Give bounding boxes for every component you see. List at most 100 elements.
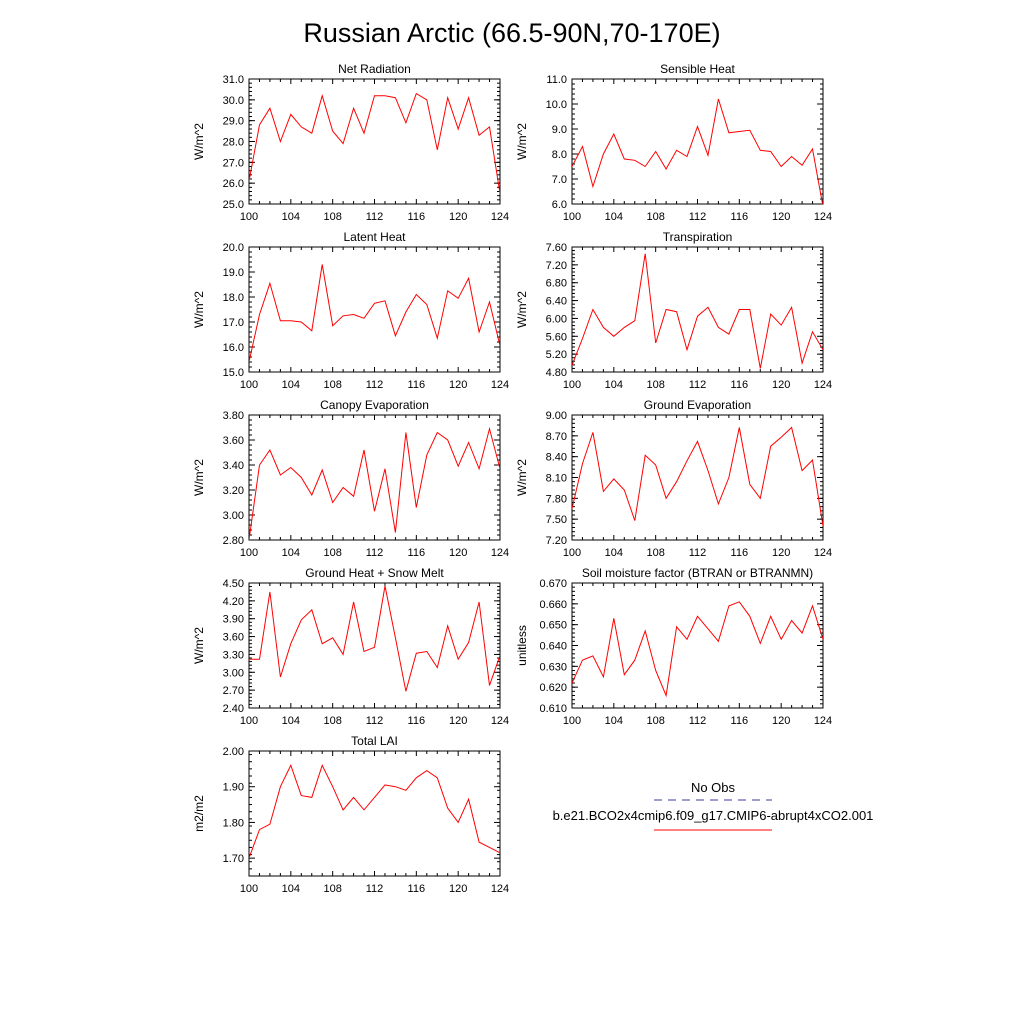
x-tick-label: 100 bbox=[563, 715, 581, 727]
x-tick-label: 124 bbox=[491, 211, 509, 223]
legend-obs-label: No Obs bbox=[691, 780, 736, 795]
chart-panel-5: Canopy Evaporation W/m^2 100 104 108 112 116 12… bbox=[192, 398, 509, 559]
x-tick-label: 112 bbox=[366, 547, 384, 559]
x-tick-label: 116 bbox=[731, 715, 749, 727]
x-tick-label: 100 bbox=[240, 547, 258, 559]
plot-frame bbox=[571, 582, 824, 709]
y-tick-label: 1.90 bbox=[223, 782, 244, 794]
y-tick-label: 26.0 bbox=[223, 178, 244, 190]
x-tick-label: 104 bbox=[605, 547, 623, 559]
y-tick-label: 17.0 bbox=[223, 317, 244, 329]
series-line bbox=[572, 98, 823, 204]
y-tick-label: 7.60 bbox=[546, 242, 567, 254]
y-tick-label: 4.20 bbox=[223, 596, 244, 608]
y-tick-label: 19.0 bbox=[223, 267, 244, 279]
series-line bbox=[572, 253, 823, 369]
y-tick-label: 5.20 bbox=[546, 349, 567, 361]
y-tick-label: 3.00 bbox=[223, 510, 244, 522]
x-tick-label: 120 bbox=[772, 715, 790, 727]
x-tick-label: 116 bbox=[408, 379, 426, 391]
y-axis-label: W/m^2 bbox=[515, 459, 529, 496]
panel-title: Canopy Evaporation bbox=[320, 398, 429, 412]
panels: Net Radiation W/m^2 100 104 108 112 116 120 124 2… bbox=[192, 62, 832, 895]
x-tick-label: 100 bbox=[240, 715, 258, 727]
panel-title: Ground Evaporation bbox=[644, 398, 751, 412]
x-tick-label: 112 bbox=[689, 379, 707, 391]
y-tick-label: 3.20 bbox=[223, 485, 244, 497]
series-line bbox=[572, 426, 823, 527]
panel-title: Net Radiation bbox=[338, 62, 411, 76]
y-tick-label: 7.20 bbox=[546, 535, 567, 547]
y-tick-label: 6.80 bbox=[546, 278, 567, 290]
chart-panel-4: Transpiration W/m^2 100 104 108 112 116 120 124 4… bbox=[515, 230, 832, 391]
y-axis-label: unitless bbox=[515, 625, 529, 666]
panel-title: Sensible Heat bbox=[660, 62, 735, 76]
y-tick-label: 8.0 bbox=[552, 149, 567, 161]
plot-frame bbox=[248, 78, 501, 205]
series-line bbox=[249, 92, 500, 194]
y-tick-label: 31.0 bbox=[223, 74, 244, 86]
y-tick-label: 0.650 bbox=[539, 620, 567, 632]
x-tick-label: 100 bbox=[563, 547, 581, 559]
x-tick-label: 120 bbox=[449, 379, 467, 391]
y-tick-label: 4.80 bbox=[546, 367, 567, 379]
series-line bbox=[249, 426, 500, 540]
y-tick-label: 7.50 bbox=[546, 514, 567, 526]
y-tick-label: 6.00 bbox=[546, 313, 567, 325]
chart-panel-6: Ground Evaporation W/m^2 100 104 108 112 116 12… bbox=[515, 398, 832, 559]
y-tick-label: 25.0 bbox=[223, 199, 244, 211]
x-tick-label: 108 bbox=[323, 547, 341, 559]
x-tick-label: 116 bbox=[408, 715, 426, 727]
x-tick-label: 124 bbox=[814, 211, 832, 223]
y-tick-label: 18.0 bbox=[223, 292, 244, 304]
y-tick-label: 28.0 bbox=[223, 137, 244, 149]
y-tick-label: 1.80 bbox=[223, 817, 244, 829]
x-tick-label: 116 bbox=[408, 883, 426, 895]
panel-title: Transpiration bbox=[663, 230, 733, 244]
x-tick-label: 120 bbox=[772, 547, 790, 559]
plot-frame bbox=[248, 414, 501, 541]
y-axis-label: W/m^2 bbox=[515, 123, 529, 160]
series-line bbox=[249, 264, 500, 363]
x-tick-label: 104 bbox=[282, 883, 300, 895]
legend: No Obs b.e21.BCO2x4cmip6.f09_g17.CMIP6-a… bbox=[553, 780, 873, 831]
y-tick-label: 0.630 bbox=[539, 661, 567, 673]
x-tick-label: 116 bbox=[731, 547, 749, 559]
plot-frame bbox=[571, 246, 824, 373]
y-tick-label: 16.0 bbox=[223, 342, 244, 354]
y-tick-label: 4.50 bbox=[223, 578, 244, 590]
y-axis-label: m2/m2 bbox=[192, 795, 206, 832]
x-tick-label: 112 bbox=[689, 211, 707, 223]
series-line bbox=[249, 763, 500, 859]
y-tick-label: 0.610 bbox=[539, 703, 567, 715]
figure-title: Russian Arctic (66.5-90N,70-170E) bbox=[303, 18, 720, 48]
y-tick-label: 0.620 bbox=[539, 682, 567, 694]
x-tick-label: 124 bbox=[814, 715, 832, 727]
y-tick-label: 2.70 bbox=[223, 685, 244, 697]
x-tick-label: 112 bbox=[689, 547, 707, 559]
x-tick-label: 104 bbox=[282, 211, 300, 223]
y-tick-label: 5.60 bbox=[546, 331, 567, 343]
y-tick-label: 6.40 bbox=[546, 296, 567, 308]
y-tick-label: 27.0 bbox=[223, 157, 244, 169]
x-tick-label: 112 bbox=[366, 379, 384, 391]
x-tick-label: 124 bbox=[491, 547, 509, 559]
x-tick-label: 108 bbox=[646, 379, 664, 391]
y-tick-label: 2.00 bbox=[223, 746, 244, 758]
x-tick-label: 120 bbox=[449, 547, 467, 559]
chart-panel-2: Sensible Heat W/m^2 100 104 108 112 116 120 124 6… bbox=[515, 62, 832, 223]
x-tick-label: 116 bbox=[408, 211, 426, 223]
y-tick-label: 15.0 bbox=[223, 367, 244, 379]
series-line bbox=[572, 601, 823, 698]
y-tick-label: 8.10 bbox=[546, 473, 567, 485]
x-tick-label: 120 bbox=[772, 211, 790, 223]
y-tick-label: 3.40 bbox=[223, 460, 244, 472]
x-tick-label: 124 bbox=[491, 883, 509, 895]
y-axis-label: W/m^2 bbox=[192, 291, 206, 328]
y-tick-label: 7.0 bbox=[552, 174, 567, 186]
y-axis-label: W/m^2 bbox=[192, 627, 206, 664]
y-tick-label: 3.60 bbox=[223, 632, 244, 644]
panel-title: Latent Heat bbox=[343, 230, 406, 244]
y-tick-label: 3.30 bbox=[223, 649, 244, 661]
